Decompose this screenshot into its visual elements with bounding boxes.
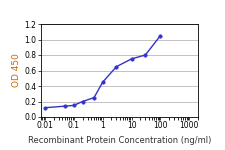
X-axis label: Recombinant Protein Concentration (ng/ml): Recombinant Protein Concentration (ng/ml…: [27, 136, 211, 145]
Y-axis label: OD 450: OD 450: [12, 54, 21, 87]
